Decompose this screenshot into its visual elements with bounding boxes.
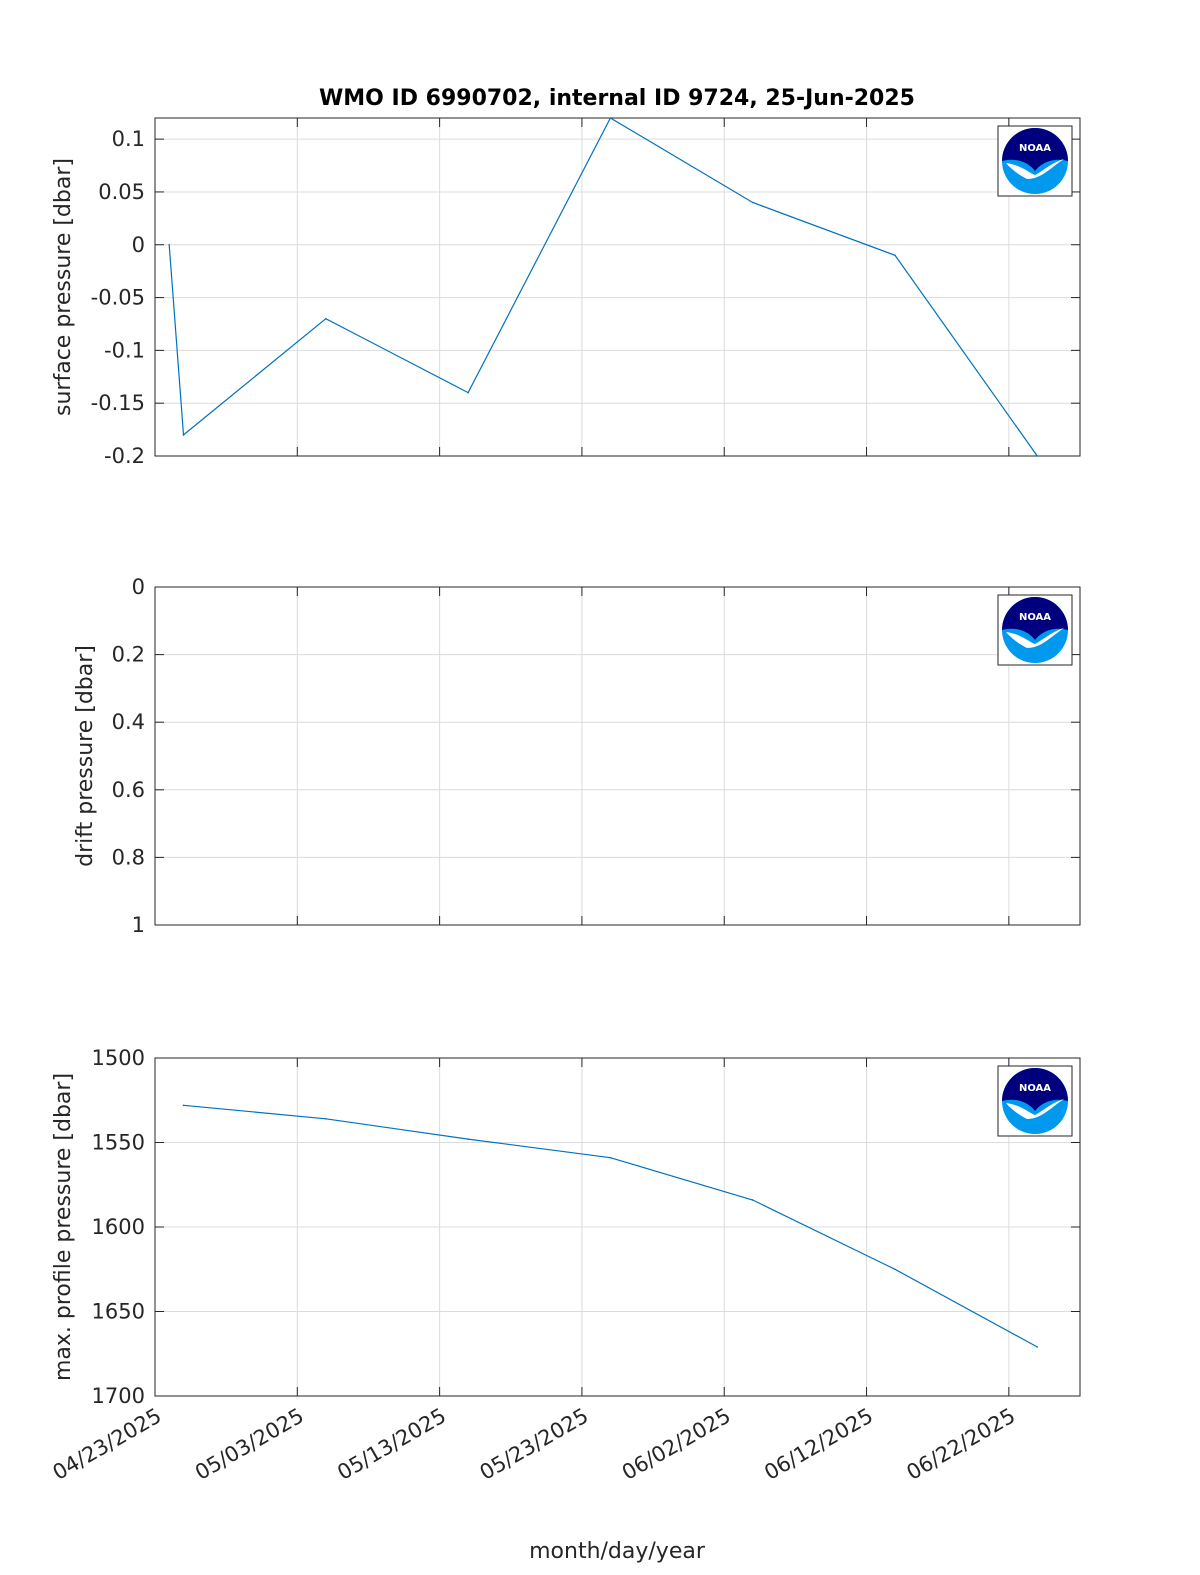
y-tick-label: 0.2 xyxy=(112,643,145,667)
data-point xyxy=(168,243,171,246)
data-point xyxy=(182,434,185,436)
plot-frame xyxy=(154,117,1081,457)
plot-frame xyxy=(154,586,1081,926)
data-point xyxy=(894,254,896,257)
data-point xyxy=(751,1199,754,1201)
y-tick-label: 1650 xyxy=(92,1300,145,1324)
noaa-logo: NOAA xyxy=(997,1065,1073,1137)
y-tick-label: 1 xyxy=(132,913,145,937)
series-line xyxy=(168,117,1038,457)
data-point xyxy=(609,1156,612,1159)
noaa-logo-text: NOAA xyxy=(1019,612,1051,623)
data-point xyxy=(751,201,754,204)
data-point xyxy=(1036,455,1039,457)
data-point xyxy=(609,117,612,119)
data-point xyxy=(1036,1346,1039,1348)
data-point xyxy=(467,391,469,394)
panel-3: 04/23/2025 05/03/2025 05/13/2025 05/23/2025… xyxy=(49,1046,1081,1485)
panel-1: 0.1 0.05 0 -0.05 -0.1 -0.15 -0.2 surface pressu… xyxy=(51,117,1081,468)
chart-title: WMO ID 6990702, internal ID 9724, 25-Jun… xyxy=(319,86,915,111)
y-tick-label: 0 xyxy=(132,233,145,257)
y-tick-label: 0.4 xyxy=(112,710,145,734)
data-point xyxy=(324,1118,327,1120)
panel-2: 0 0.2 0.4 0.6 0.8 1 drift pressure [dbar] NOAA xyxy=(73,575,1081,937)
x-tick-label: 06/12/2025 xyxy=(760,1404,877,1485)
x-tick-label: 06/02/2025 xyxy=(618,1404,735,1485)
data-point xyxy=(324,317,327,320)
y-axis-label: max. profile pressure [dbar] xyxy=(51,1073,76,1381)
x-tick-label: 06/22/2025 xyxy=(903,1404,1020,1485)
plot-frame xyxy=(154,1057,1081,1397)
y-tick-label: 1550 xyxy=(92,1131,145,1155)
y-tick-label: 0.1 xyxy=(112,127,145,151)
y-tick-label: 0.6 xyxy=(112,778,145,802)
data-point xyxy=(467,1138,469,1140)
y-tick-label: 0 xyxy=(132,575,145,599)
x-tick-label: 05/13/2025 xyxy=(333,1404,450,1485)
noaa-logo: NOAA xyxy=(997,125,1073,197)
noaa-logo-text: NOAA xyxy=(1019,143,1051,154)
y-tick-label: 1600 xyxy=(92,1215,145,1239)
x-tick-label: 05/23/2025 xyxy=(476,1404,593,1485)
noaa-logo-text: NOAA xyxy=(1019,1083,1051,1094)
data-point xyxy=(182,1104,185,1107)
y-tick-label: 1700 xyxy=(92,1384,145,1408)
y-tick-label: 1500 xyxy=(92,1046,145,1070)
x-tick-label: 05/03/2025 xyxy=(191,1404,308,1485)
y-tick-label: -0.1 xyxy=(104,338,145,362)
series-line xyxy=(183,1104,1038,1348)
y-tick-label: 0.8 xyxy=(112,845,145,869)
y-tick-label: -0.2 xyxy=(104,444,145,468)
data-point xyxy=(894,1268,896,1271)
y-tick-label: -0.05 xyxy=(91,286,145,310)
y-axis-label: surface pressure [dbar] xyxy=(51,158,76,416)
noaa-logo: NOAA xyxy=(997,594,1073,666)
y-tick-label: -0.15 xyxy=(91,391,145,415)
y-axis-label: drift pressure [dbar] xyxy=(73,645,98,867)
x-axis-label: month/day/year xyxy=(529,1539,706,1564)
y-tick-label: 0.05 xyxy=(98,180,145,204)
x-tick-label: 04/23/2025 xyxy=(49,1404,166,1485)
